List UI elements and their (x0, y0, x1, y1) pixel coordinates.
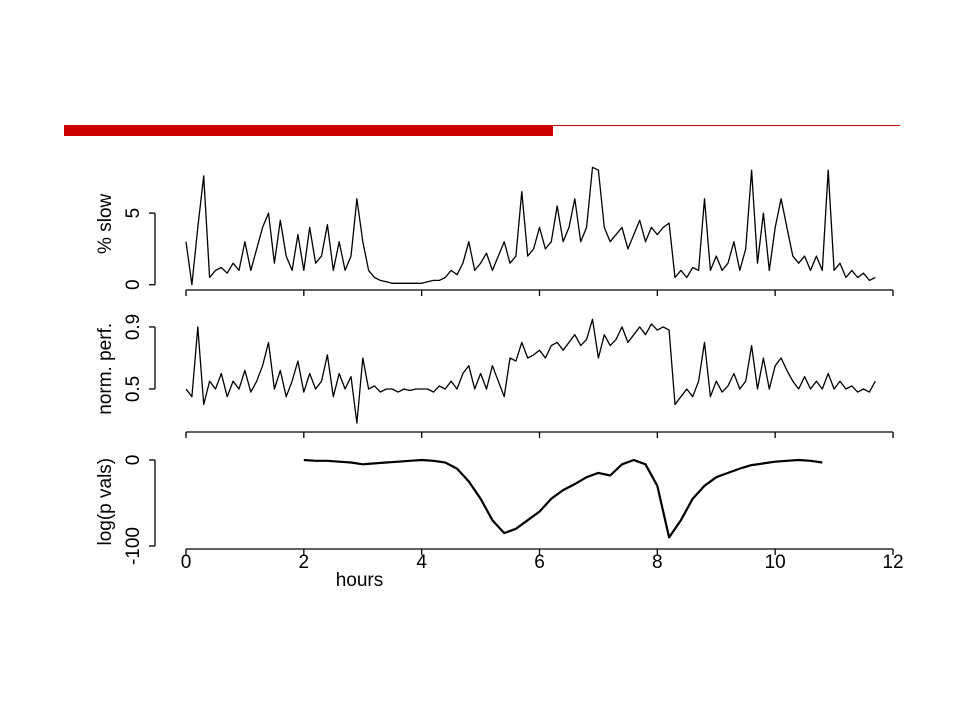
y-axis-label: norm. perf. (95, 323, 116, 415)
x-tick-label: 6 (534, 552, 545, 573)
y-tick-label: 0.9 (123, 314, 144, 340)
y-tick-label: 0 (123, 279, 144, 290)
data-line (185, 318, 876, 424)
y-axis-label: % slow (95, 193, 116, 253)
y-axis-label: log(p vals) (95, 458, 116, 546)
x-tick-label: 12 (882, 552, 903, 573)
data-line (185, 166, 876, 286)
data-line (303, 458, 823, 539)
x-tick-label: 8 (652, 552, 663, 573)
x-tick-label: 4 (416, 552, 427, 573)
x-tick-label: 2 (299, 552, 310, 573)
y-tick-label: 5 (123, 208, 144, 219)
x-tick-label: 10 (765, 552, 786, 573)
y-tick-label: 0.5 (123, 376, 144, 402)
x-axis-label: hours (336, 570, 384, 591)
y-tick-label: 0 (123, 455, 144, 466)
y-tick-label: -100 (123, 527, 144, 565)
accent-bar (64, 125, 553, 136)
x-tick-label: 0 (181, 552, 192, 573)
